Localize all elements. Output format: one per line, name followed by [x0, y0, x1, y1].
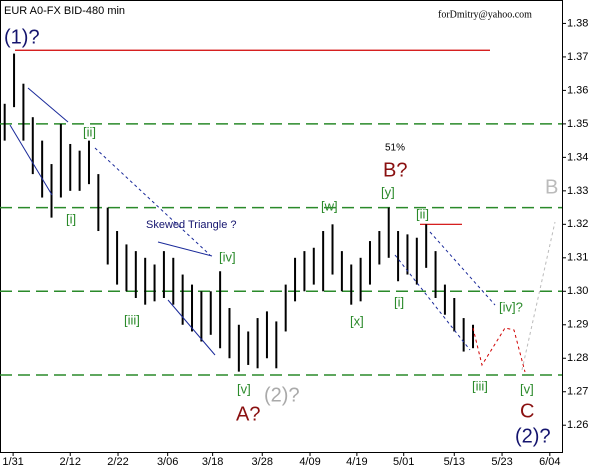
- wave-label: [y]: [381, 184, 395, 199]
- wave-label: [ii]: [416, 206, 429, 221]
- wave-label: [iii]: [124, 312, 140, 327]
- channel-line: [394, 254, 471, 351]
- wave-label: [i]: [66, 211, 76, 226]
- x-tick-label: 4/09: [299, 456, 320, 468]
- x-tick-label: 1/31: [2, 456, 23, 468]
- y-tick-label: 1.37: [567, 51, 588, 63]
- x-tick-label: 5/23: [491, 456, 512, 468]
- subtitle: forDmitry@yahoo.com: [438, 9, 532, 20]
- channel-line: [9, 124, 53, 196]
- channel-line: [27, 87, 69, 123]
- y-tick-label: 1.33: [567, 185, 588, 197]
- wave-label: (1)?: [4, 26, 40, 48]
- wave-label: [iv]?: [499, 299, 523, 314]
- x-tick-label: 5/01: [393, 456, 414, 468]
- wave-label: [x]: [350, 313, 364, 328]
- triangle-line: [167, 299, 216, 356]
- projection: [472, 327, 526, 373]
- wave-label: [i]: [394, 294, 404, 309]
- wave-label: (2)?: [515, 425, 551, 447]
- projection: [521, 221, 556, 371]
- y-tick-label: 1.27: [567, 386, 588, 398]
- y-tick-label: 1.31: [567, 252, 588, 264]
- wave-label: [v]: [237, 381, 251, 396]
- y-tick-label: 1.29: [567, 319, 588, 331]
- y-tick-label: 1.35: [567, 118, 588, 130]
- wave-label: 51%: [385, 143, 405, 154]
- channel-line: [94, 147, 211, 256]
- x-tick-label: 4/19: [346, 456, 367, 468]
- x-tick-label: 2/12: [60, 456, 81, 468]
- y-tick-label: 1.36: [567, 84, 588, 96]
- y-tick-label: 1.32: [567, 218, 588, 230]
- wave-label: Skewed Triangle ?: [146, 219, 237, 231]
- y-tick-label: 1.26: [567, 419, 588, 431]
- wave-label: [iv]: [219, 249, 236, 264]
- x-tick-label: 5/13: [444, 456, 465, 468]
- x-tick-label: 2/22: [107, 456, 128, 468]
- y-tick-label: 1.34: [567, 151, 588, 163]
- wave-label: [v]: [520, 381, 534, 396]
- wave-label: [iii]: [472, 378, 488, 393]
- wave-label: A?: [236, 403, 260, 425]
- channel-line: [429, 231, 496, 306]
- chart-title: EUR A0-FX BID-480 min: [4, 5, 125, 17]
- x-tick-label: 3/28: [252, 456, 273, 468]
- y-tick-label: 1.38: [567, 17, 588, 29]
- x-tick-label: 6/04: [539, 456, 560, 468]
- wave-label: (2)?: [264, 384, 300, 406]
- wave-label: B: [545, 176, 558, 198]
- plot-frame: [0, 0, 563, 453]
- triangle-line: [157, 241, 213, 257]
- x-tick-label: 3/06: [157, 456, 178, 468]
- x-tick-label: 3/18: [202, 456, 223, 468]
- wave-label: C: [520, 400, 534, 422]
- wave-label: [w]: [321, 198, 338, 213]
- trendlines: [9, 87, 556, 373]
- wave-label: [ii]: [83, 124, 96, 139]
- y-tick-label: 1.30: [567, 285, 588, 297]
- y-tick-label: 1.28: [567, 352, 588, 364]
- wave-label: B?: [383, 159, 407, 181]
